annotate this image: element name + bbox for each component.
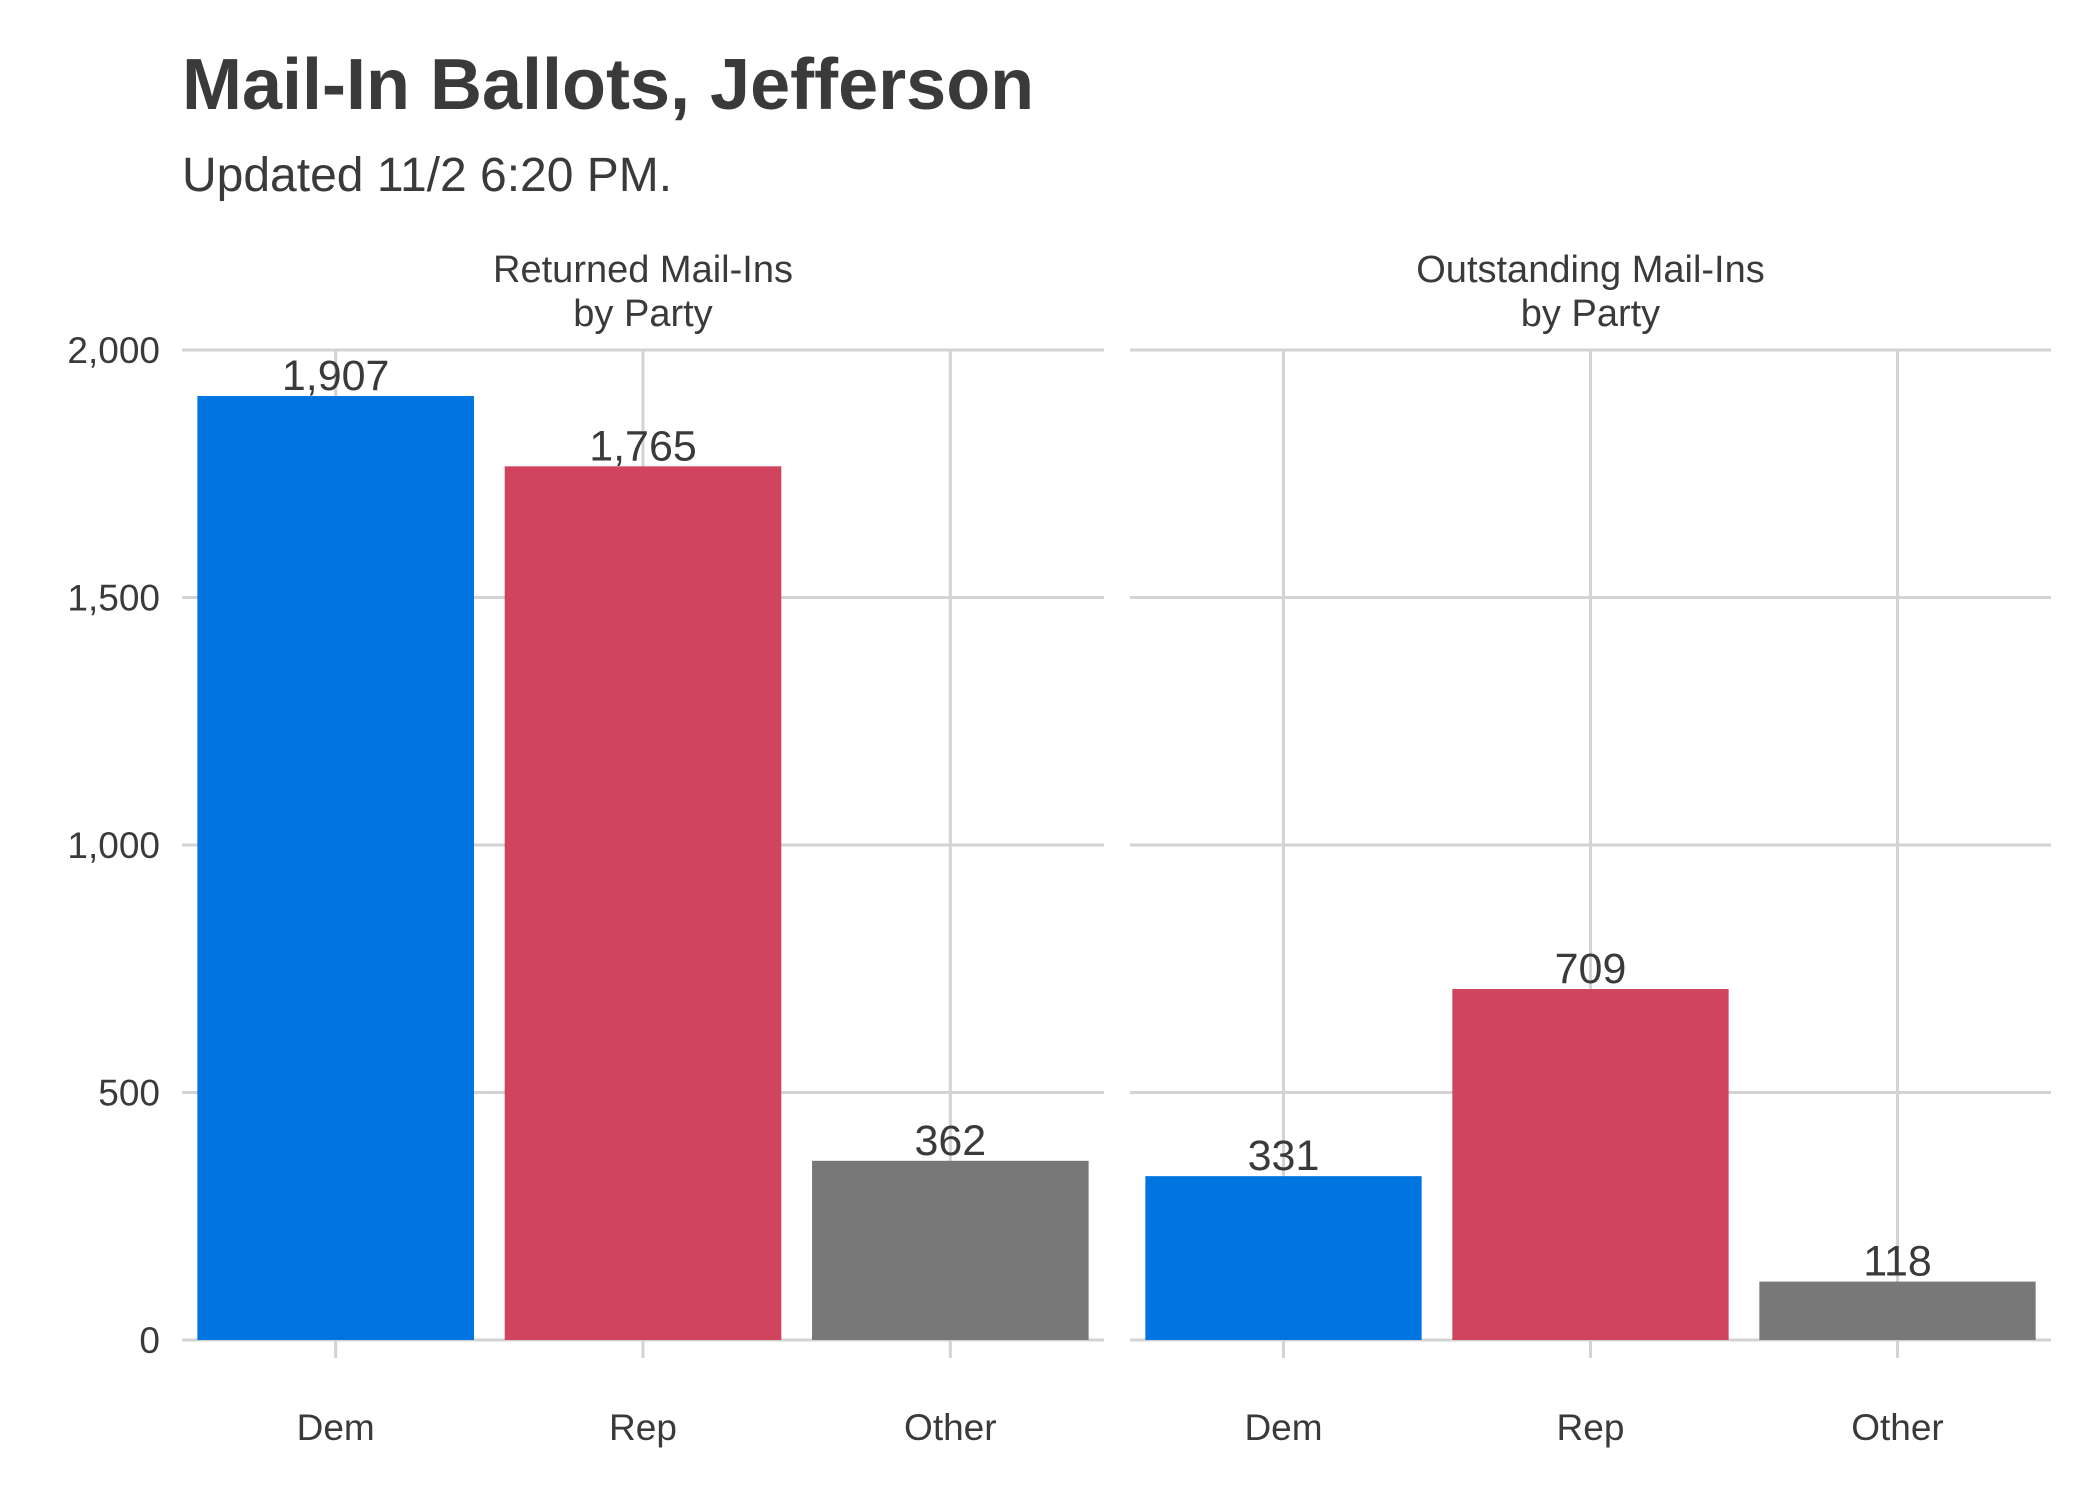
data-label: 1,765 bbox=[589, 422, 697, 470]
x-tick-label: Rep bbox=[609, 1407, 677, 1448]
y-tick-label: 1,500 bbox=[67, 578, 160, 619]
x-tick-label: Rep bbox=[1557, 1407, 1625, 1448]
panel-title: by Party bbox=[1521, 293, 1660, 335]
y-tick-label: 0 bbox=[139, 1320, 160, 1361]
data-label: 362 bbox=[914, 1117, 986, 1165]
panel-title: by Party bbox=[573, 293, 712, 335]
data-label: 331 bbox=[1248, 1132, 1320, 1180]
x-tick-label: Other bbox=[1851, 1407, 1944, 1448]
bar-dem bbox=[197, 396, 474, 1340]
y-tick-label: 1,000 bbox=[67, 825, 160, 866]
panel-title: Returned Mail-Ins bbox=[493, 249, 793, 291]
bar-dem bbox=[1145, 1176, 1422, 1340]
bar-rep bbox=[504, 466, 782, 1340]
y-tick-label: 2,000 bbox=[67, 330, 160, 371]
x-tick-label: Dem bbox=[1244, 1407, 1322, 1448]
x-tick-label: Other bbox=[904, 1407, 997, 1448]
x-tick-label: Dem bbox=[297, 1407, 375, 1448]
data-label: 1,907 bbox=[282, 352, 390, 400]
bar-other bbox=[1759, 1281, 2036, 1340]
data-label: 709 bbox=[1555, 945, 1627, 993]
bar-rep bbox=[1452, 989, 1729, 1340]
bar-other bbox=[812, 1160, 1089, 1340]
y-tick-label: 500 bbox=[98, 1073, 160, 1114]
chart-subtitle: Updated 11/2 6:20 PM. bbox=[182, 149, 673, 202]
chart-title: Mail-In Ballots, Jefferson bbox=[182, 45, 1035, 125]
data-label: 118 bbox=[1863, 1238, 1932, 1286]
panel-title: Outstanding Mail-Ins bbox=[1416, 249, 1765, 291]
